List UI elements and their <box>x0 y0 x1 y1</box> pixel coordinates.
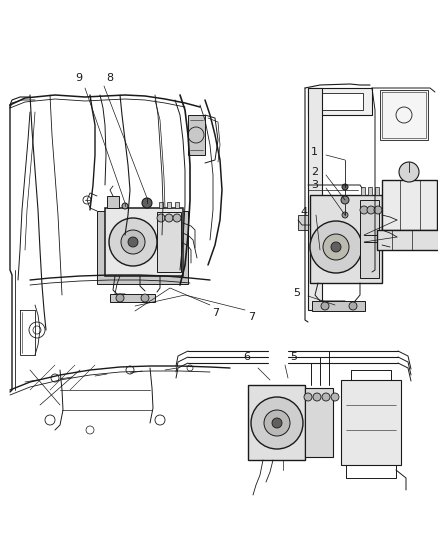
Polygon shape <box>304 388 332 457</box>
Polygon shape <box>297 215 307 230</box>
Circle shape <box>359 206 367 214</box>
Polygon shape <box>187 115 205 155</box>
Polygon shape <box>97 211 187 284</box>
Text: 4: 4 <box>300 207 307 217</box>
Polygon shape <box>381 180 436 230</box>
Circle shape <box>341 212 347 218</box>
Text: 8: 8 <box>106 73 113 83</box>
Bar <box>159 202 162 208</box>
Text: 9: 9 <box>75 73 82 83</box>
Polygon shape <box>105 208 183 276</box>
Polygon shape <box>307 88 371 115</box>
Circle shape <box>109 218 157 266</box>
Circle shape <box>128 237 138 247</box>
Circle shape <box>121 230 145 254</box>
Polygon shape <box>379 90 427 140</box>
Circle shape <box>341 184 347 190</box>
Circle shape <box>157 214 165 222</box>
Circle shape <box>303 393 311 401</box>
Text: 1: 1 <box>310 147 317 157</box>
Polygon shape <box>376 230 438 250</box>
Text: 6: 6 <box>243 352 249 362</box>
Circle shape <box>309 221 361 273</box>
Polygon shape <box>247 385 304 460</box>
Circle shape <box>330 393 338 401</box>
Polygon shape <box>157 212 180 272</box>
Circle shape <box>312 393 320 401</box>
Bar <box>374 187 378 195</box>
Circle shape <box>366 206 374 214</box>
Text: 5: 5 <box>290 352 297 362</box>
Bar <box>175 202 179 208</box>
Text: 2: 2 <box>310 167 317 177</box>
Text: 3: 3 <box>310 180 317 190</box>
Circle shape <box>320 302 328 310</box>
Text: 7: 7 <box>212 308 219 318</box>
Polygon shape <box>340 380 400 465</box>
Circle shape <box>122 203 128 209</box>
Circle shape <box>340 196 348 204</box>
Text: 7: 7 <box>247 312 254 322</box>
Circle shape <box>322 234 348 260</box>
Polygon shape <box>107 196 119 208</box>
Circle shape <box>398 162 418 182</box>
Polygon shape <box>311 301 364 311</box>
Polygon shape <box>110 294 155 302</box>
Bar <box>166 202 171 208</box>
Circle shape <box>272 418 281 428</box>
Polygon shape <box>359 200 378 278</box>
Circle shape <box>330 242 340 252</box>
Circle shape <box>348 302 356 310</box>
Bar <box>367 187 371 195</box>
Circle shape <box>141 198 152 208</box>
Circle shape <box>141 294 148 302</box>
Circle shape <box>373 206 381 214</box>
Bar <box>314 93 362 110</box>
Circle shape <box>116 294 124 302</box>
Polygon shape <box>307 88 321 310</box>
Circle shape <box>321 393 329 401</box>
Circle shape <box>165 214 173 222</box>
Text: 5: 5 <box>292 288 299 298</box>
Circle shape <box>251 397 302 449</box>
Bar <box>360 187 364 195</box>
Circle shape <box>173 214 180 222</box>
Circle shape <box>263 410 290 436</box>
Polygon shape <box>309 195 381 283</box>
